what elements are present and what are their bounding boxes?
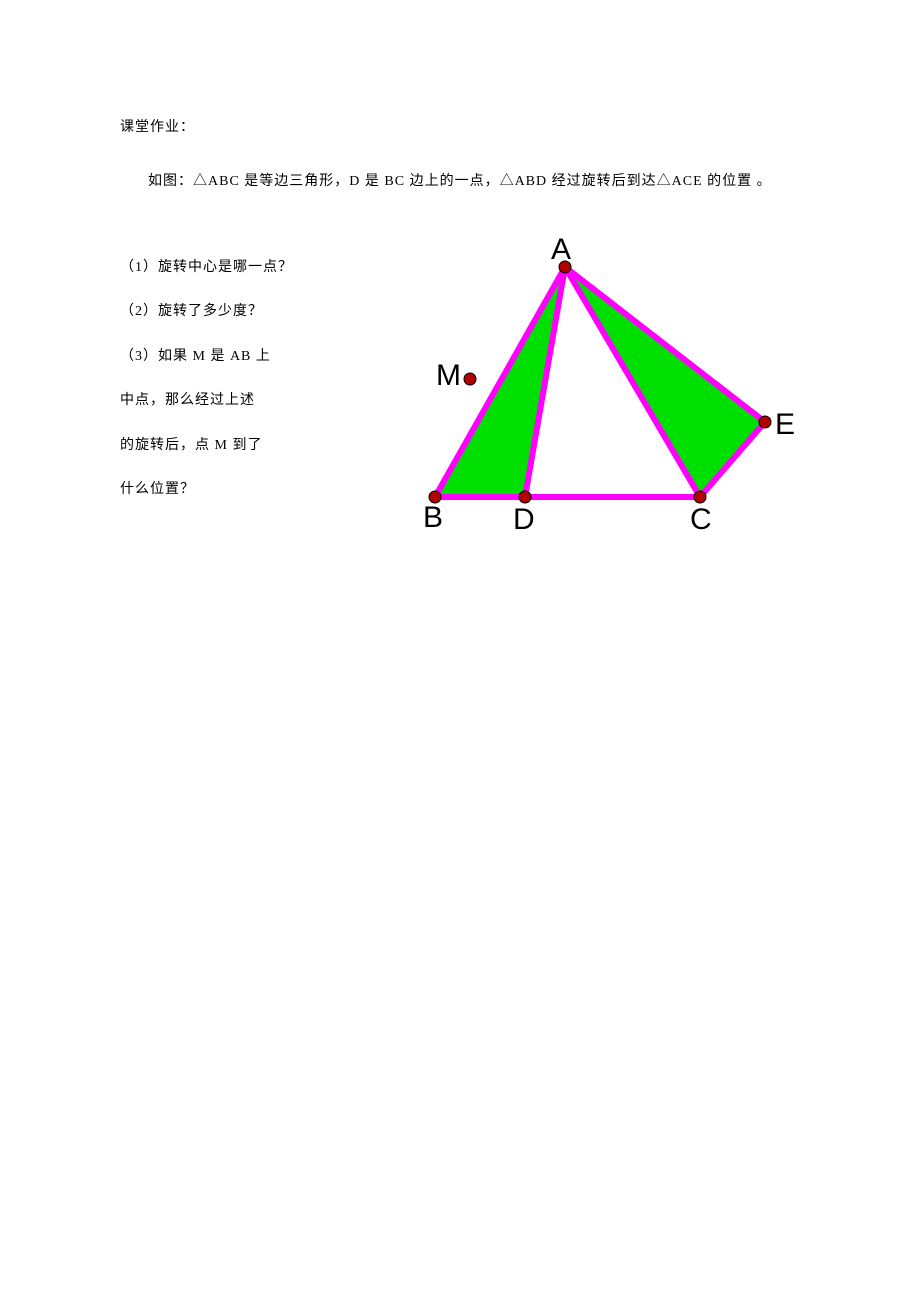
problem-statement: 如图：△ABC 是等边三角形，D 是 BC 边上的一点，△ABD 经过旋转后到达…: [120, 164, 800, 199]
content-row: （1）旋转中心是哪一点？ （2）旋转了多少度？ （3）如果 M 是 AB 上 中…: [120, 227, 800, 537]
point-C: [694, 491, 706, 503]
label-C: C: [690, 503, 712, 536]
triangle-ACE: [565, 267, 765, 497]
question-3a: （3）如果 M 是 AB 上: [120, 346, 340, 368]
label-D: D: [513, 503, 535, 536]
questions-block: （1）旋转中心是哪一点？ （2）旋转了多少度？ （3）如果 M 是 AB 上 中…: [120, 227, 340, 523]
label-A: A: [551, 233, 571, 266]
question-1: （1）旋转中心是哪一点？: [120, 257, 340, 279]
label-B: B: [423, 501, 443, 534]
geometry-diagram: A B C D E M: [340, 227, 800, 537]
assignment-title: 课堂作业：: [120, 116, 800, 136]
point-D: [519, 491, 531, 503]
point-M: [464, 373, 476, 385]
question-3b: 中点，那么经过上述: [120, 390, 340, 412]
label-M: M: [436, 359, 461, 392]
question-3d: 什么位置？: [120, 479, 340, 501]
label-E: E: [775, 408, 795, 441]
point-E: [759, 416, 771, 428]
diagram-svg: A B C D E M: [340, 227, 810, 547]
question-3c: 的旋转后，点 M 到了: [120, 435, 340, 457]
question-2: （2）旋转了多少度？: [120, 301, 340, 323]
